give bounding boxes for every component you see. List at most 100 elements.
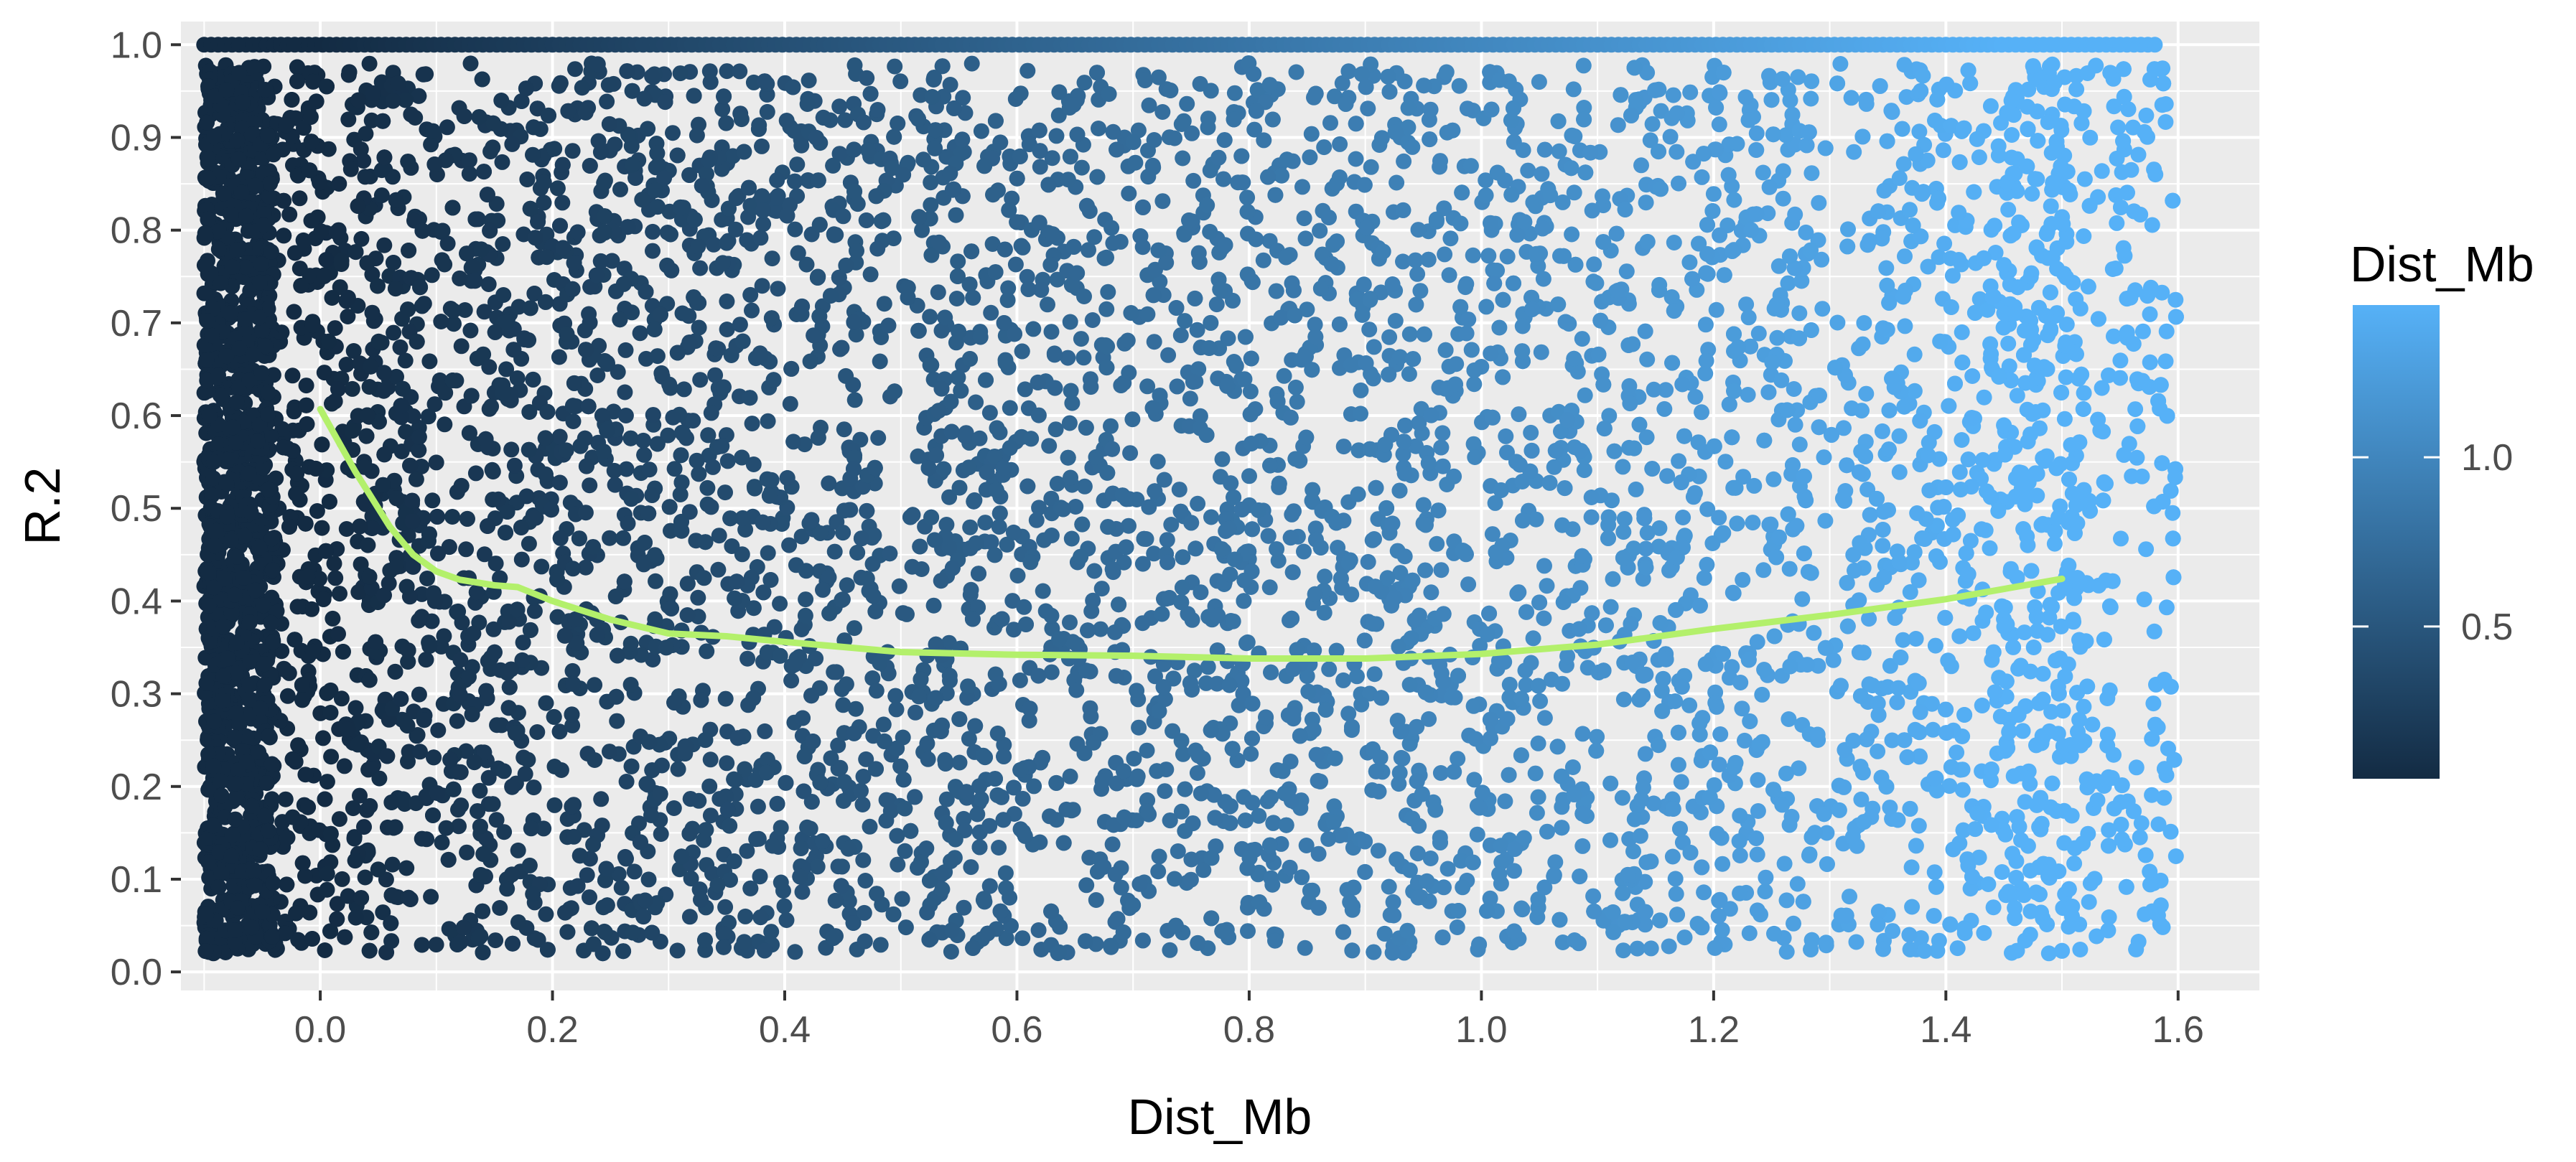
scatter-point — [1203, 509, 1219, 525]
scatter-point — [2040, 114, 2056, 131]
scatter-point — [587, 752, 603, 768]
scatter-point — [660, 427, 676, 444]
scatter-point — [1836, 779, 1852, 795]
scatter-point — [1434, 425, 1451, 441]
scatter-point — [319, 774, 335, 790]
scatter-point — [1350, 486, 1366, 502]
scatter-point — [303, 212, 319, 229]
scatter-point — [1681, 697, 1698, 713]
scatter-point — [2013, 832, 2029, 848]
scatter-point — [745, 690, 762, 706]
scatter-point — [739, 843, 755, 859]
scatter-point — [1098, 249, 1114, 266]
scatter-point — [1240, 225, 1256, 242]
scatter-point — [1875, 538, 1891, 554]
scatter-point — [2081, 894, 2097, 910]
scatter-point — [587, 677, 603, 693]
scatter-point — [900, 154, 916, 171]
scatter-point — [1789, 876, 1806, 892]
scatter-point — [963, 55, 980, 72]
scatter-point — [705, 459, 721, 475]
scatter-point — [397, 352, 414, 369]
scatter-point — [1748, 125, 1765, 141]
scatter-point — [1773, 372, 1790, 388]
scatter-point — [1240, 923, 1256, 940]
scatter-point — [333, 690, 350, 707]
scatter-point — [941, 489, 958, 505]
scatter-point — [1528, 511, 1544, 528]
scatter-point — [1006, 622, 1022, 638]
scatter-point — [1642, 132, 1658, 149]
scatter-point — [872, 937, 889, 953]
scatter-point — [1566, 184, 1582, 201]
scatter-point — [1236, 371, 1253, 388]
scatter-point — [1749, 634, 1765, 650]
scatter-point — [1186, 662, 1203, 679]
scatter-point — [1334, 75, 1350, 91]
scatter-point — [1699, 556, 1715, 573]
scatter-point — [2024, 186, 2040, 202]
scatter-point — [1088, 892, 1104, 908]
scatter-point — [1522, 225, 1538, 242]
scatter-point — [666, 461, 683, 477]
scatter-point — [1799, 657, 1816, 673]
scatter-point — [1005, 524, 1022, 540]
scatter-point — [1469, 826, 1485, 843]
scatter-point — [1787, 206, 1803, 222]
scatter-point — [778, 912, 795, 928]
scatter-point — [1129, 768, 1146, 784]
scatter-point — [867, 604, 884, 619]
scatter-point — [673, 211, 690, 228]
scatter-point — [1920, 447, 1936, 464]
scatter-point — [2082, 875, 2099, 891]
scatter-point — [1154, 606, 1170, 622]
scatter-point — [1920, 258, 1936, 275]
scatter-point — [1929, 942, 1946, 959]
scatter-point — [1523, 424, 1539, 441]
scatter-point — [853, 782, 869, 799]
scatter-point — [1714, 922, 1730, 938]
scatter-point — [1326, 88, 1343, 105]
scatter-point — [1711, 116, 1727, 133]
scatter-point — [1043, 324, 1060, 340]
scatter-point — [826, 543, 843, 560]
scatter-point — [2043, 198, 2059, 215]
scatter-point — [536, 820, 552, 837]
scatter-point — [1170, 843, 1186, 859]
scatter-point — [1740, 309, 1757, 326]
scatter-point — [1738, 296, 1755, 313]
scatter-point — [431, 372, 448, 388]
scatter-point — [2157, 114, 2174, 130]
scatter-point — [579, 867, 595, 884]
scatter-point — [1878, 260, 1895, 276]
scatter-point — [1944, 268, 1961, 284]
scatter-point — [289, 599, 306, 615]
scatter-point — [2020, 537, 2036, 553]
scatter-point — [1389, 851, 1405, 868]
scatter-point — [1674, 376, 1691, 393]
scatter-point — [1171, 482, 1187, 498]
scatter-point — [1982, 540, 1998, 556]
scatter-point — [2071, 711, 2088, 728]
scatter-point — [457, 302, 473, 318]
scatter-point — [1661, 938, 1677, 955]
scatter-point — [1938, 76, 1955, 93]
scatter-point — [1088, 449, 1104, 465]
scatter-point — [1192, 75, 1208, 92]
scatter-point — [2100, 922, 2117, 939]
scatter-point — [421, 353, 438, 370]
scatter-point — [1123, 305, 1139, 321]
scatter-point — [381, 575, 397, 591]
scatter-point — [1051, 84, 1068, 100]
scatter-point — [428, 454, 444, 471]
scatter-point — [1951, 464, 1968, 480]
scatter-point — [1843, 90, 1859, 106]
scatter-point — [1778, 892, 1795, 909]
scatter-point — [1048, 128, 1065, 144]
scatter-point — [948, 291, 965, 306]
scatter-point — [1954, 324, 1970, 340]
scatter-point — [476, 304, 493, 320]
scatter-point — [1103, 220, 1120, 236]
scatter-point — [274, 814, 291, 830]
scatter-point — [1793, 273, 1810, 289]
